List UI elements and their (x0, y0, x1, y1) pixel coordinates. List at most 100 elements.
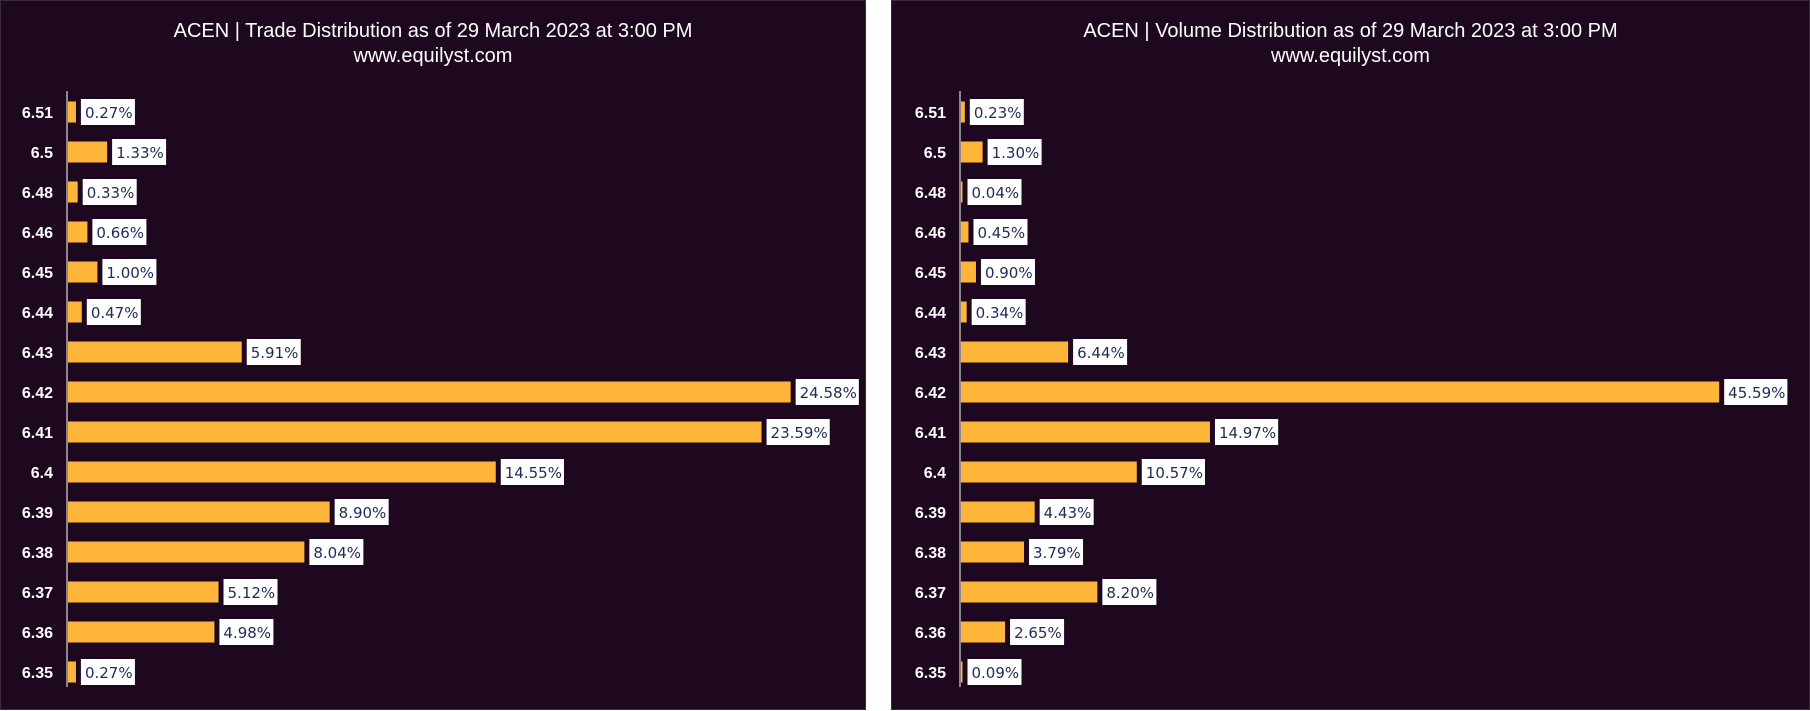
bar (961, 541, 1025, 563)
data-label-box (102, 259, 157, 285)
data-label: 1.33% (116, 144, 164, 162)
data-label: 0.04% (972, 184, 1020, 202)
data-label-box (82, 179, 137, 205)
data-label-box (246, 339, 301, 365)
data-label-box (1039, 499, 1094, 525)
data-label: 14.55% (505, 464, 562, 482)
bar (68, 141, 108, 163)
category-tick-label: 6.39 (915, 505, 946, 522)
data-label: 0.66% (96, 224, 144, 242)
chart-subtitle: www.equilyst.com (1271, 45, 1430, 67)
bar (68, 501, 330, 523)
data-label-box (112, 139, 167, 165)
data-label: 23.59% (771, 424, 828, 442)
data-label-box (971, 299, 1026, 325)
chart-title-block: ACEN | Trade Distribution as of 29 March… (1, 19, 865, 69)
data-label-box (1724, 379, 1788, 405)
bar (68, 261, 98, 283)
bar (68, 581, 219, 603)
category-tick-label: 6.45 (915, 265, 946, 282)
category-tick-label: 6.36 (915, 625, 946, 642)
category-tick-label: 6.5 (924, 145, 946, 162)
bar (961, 301, 967, 323)
category-tick-label: 6.39 (22, 505, 53, 522)
bar (961, 141, 983, 163)
category-tick-label: 6.35 (22, 665, 53, 682)
bar (961, 381, 1720, 403)
bar (68, 461, 496, 483)
data-label: 4.43% (1044, 504, 1092, 522)
category-tick-label: 6.44 (915, 305, 946, 322)
bar (961, 261, 976, 283)
data-label-box (309, 539, 364, 565)
data-label: 8.20% (1106, 584, 1154, 602)
data-label-box (219, 619, 274, 645)
data-label-box (1010, 619, 1065, 645)
category-tick-label: 6.5 (31, 145, 53, 162)
bar (68, 221, 88, 243)
category-tick-label: 6.36 (22, 625, 53, 642)
bar (68, 621, 215, 643)
data-label: 0.45% (977, 224, 1025, 242)
data-label-box (500, 459, 564, 485)
data-label: 8.04% (313, 544, 361, 562)
data-label: 5.12% (228, 584, 276, 602)
category-tick-label: 6.38 (915, 545, 946, 562)
data-label: 0.47% (91, 304, 139, 322)
data-label-box (80, 99, 135, 125)
data-label-box (766, 419, 830, 445)
data-label: 1.30% (992, 144, 1040, 162)
data-label-box (1073, 339, 1128, 365)
bar (68, 541, 305, 563)
data-label-box (973, 219, 1028, 245)
bar (961, 581, 1098, 603)
category-tick-label: 6.46 (22, 225, 53, 242)
data-label-box (967, 179, 1022, 205)
bar (961, 221, 969, 243)
volume-distribution-panel: ACEN | Volume Distribution as of 29 Marc… (891, 0, 1810, 710)
bar (961, 621, 1006, 643)
category-tick-label: 6.35 (915, 665, 946, 682)
data-label: 10.57% (1146, 464, 1203, 482)
category-tick-label: 6.4 (924, 465, 946, 482)
bar (68, 181, 78, 203)
category-tick-label: 6.37 (22, 585, 53, 602)
category-tick-label: 6.44 (22, 305, 53, 322)
data-label: 0.90% (985, 264, 1033, 282)
category-tick-label: 6.48 (22, 185, 53, 202)
data-label: 1.00% (106, 264, 154, 282)
chart-subtitle: www.equilyst.com (353, 45, 513, 67)
data-label-box (334, 499, 389, 525)
data-label: 0.33% (87, 184, 135, 202)
category-tick-label: 6.46 (915, 225, 946, 242)
data-label: 2.65% (1014, 624, 1062, 642)
data-label-box (1214, 419, 1279, 445)
bar (68, 301, 82, 323)
data-label-box (967, 659, 1022, 685)
data-label-box (980, 259, 1035, 285)
category-tick-label: 6.41 (915, 425, 946, 442)
category-tick-label: 6.45 (22, 265, 53, 282)
data-label: 5.91% (251, 344, 299, 362)
data-label: 4.98% (223, 624, 271, 642)
bar (68, 381, 791, 403)
data-label-box (92, 219, 147, 245)
bar (961, 341, 1069, 363)
category-tick-label: 6.4 (31, 465, 53, 482)
category-tick-label: 6.48 (915, 185, 946, 202)
bar (68, 421, 762, 443)
data-label: 6.44% (1077, 344, 1125, 362)
data-label: 45.59% (1728, 384, 1785, 402)
data-label: 14.97% (1219, 424, 1276, 442)
data-label: 0.34% (976, 304, 1024, 322)
volume-distribution-chart: 6.51 0.23% 6.5 1.30% 6.48 0.04% 6.46 0.45% 6.45 0… (915, 91, 1788, 687)
bar (961, 181, 963, 203)
data-label-box (987, 139, 1042, 165)
category-tick-label: 6.51 (22, 105, 53, 122)
trade-distribution-panel: ACEN | Trade Distribution as of 29 March… (0, 0, 866, 710)
bar (961, 661, 963, 683)
category-tick-label: 6.41 (22, 425, 53, 442)
bar (961, 421, 1210, 443)
bar (68, 341, 242, 363)
data-label-box (1141, 459, 1205, 485)
